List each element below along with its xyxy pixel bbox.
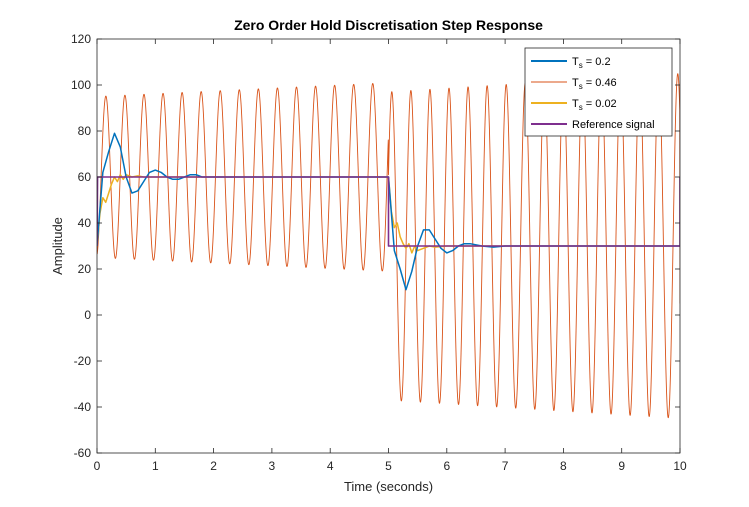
x-tick-label: 8 [560,459,567,473]
series-line-3 [97,176,680,247]
y-tick-label: 100 [71,78,91,92]
y-tick-label: 60 [78,170,92,184]
y-tick-label: 0 [84,308,91,322]
x-tick-label: 4 [327,459,334,473]
legend-label: Ts = 0.02 [572,98,617,112]
y-tick-label: 80 [78,124,92,138]
chart-title: Zero Order Hold Discretisation Step Resp… [234,17,543,33]
y-tick-label: 20 [78,262,92,276]
x-ticks: 0 1 2 3 4 5 6 7 8 9 10 [94,39,687,473]
legend-label: Ts = 0.46 [572,77,617,91]
x-tick-label: 0 [94,459,101,473]
legend-label: Ts = 0.2 [572,56,611,70]
legend: Ts = 0.2 Ts = 0.46 Ts = 0.02 Reference sign… [524,47,673,137]
y-tick-label: -20 [74,354,92,368]
x-tick-label: 10 [673,459,687,473]
y-tick-label: -60 [74,446,92,460]
legend-label: Reference signal [572,119,655,131]
y-axis-label: Amplitude [50,217,65,275]
x-tick-label: 7 [502,459,509,473]
x-axis-label: Time (seconds) [344,479,433,494]
x-tick-label: 6 [443,459,450,473]
x-tick-label: 2 [210,459,217,473]
x-tick-label: 1 [152,459,159,473]
x-tick-label: 3 [269,459,276,473]
x-tick-label: 5 [385,459,392,473]
x-tick-label: 9 [618,459,625,473]
legend-box [524,47,673,137]
y-tick-label: 120 [71,32,91,46]
y-tick-label: -40 [74,400,92,414]
y-tick-label: 40 [78,216,92,230]
y-ticks: -60 -40 -20 0 20 40 60 80 100 120 [71,32,680,460]
